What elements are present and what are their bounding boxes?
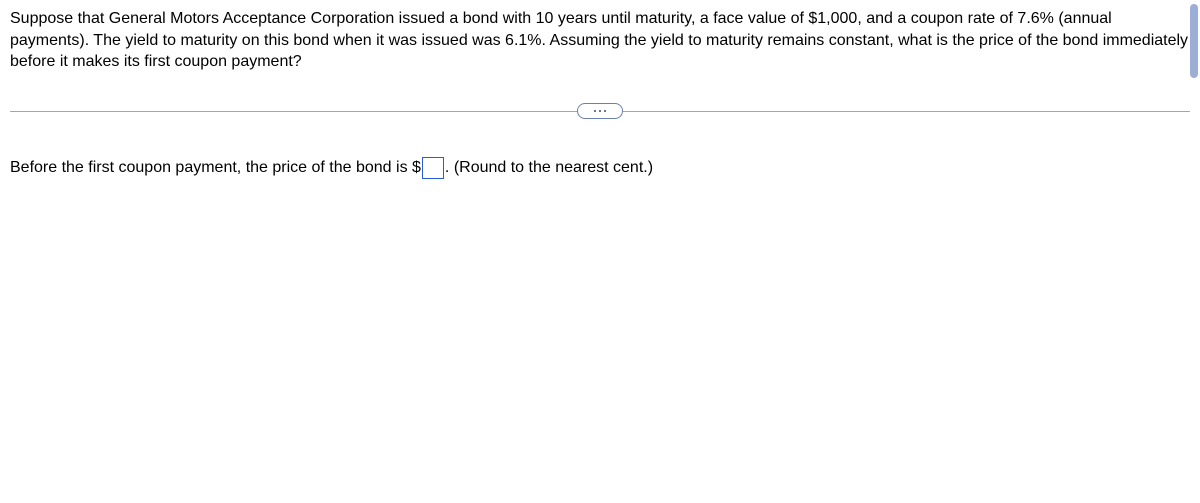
answer-suffix: . (Round to the nearest cent.) — [445, 159, 653, 177]
section-divider — [10, 101, 1190, 121]
answer-prefix: Before the first coupon payment, the pri… — [10, 159, 421, 177]
answer-input[interactable] — [422, 157, 444, 179]
expand-pill-button[interactable] — [577, 103, 623, 119]
dot-icon — [599, 110, 601, 112]
dot-icon — [604, 110, 606, 112]
dot-icon — [594, 110, 596, 112]
answer-row: Before the first coupon payment, the pri… — [10, 157, 1190, 179]
question-container: Suppose that General Motors Acceptance C… — [0, 0, 1200, 179]
scrollbar-thumb[interactable] — [1190, 4, 1198, 78]
question-text: Suppose that General Motors Acceptance C… — [10, 8, 1190, 73]
